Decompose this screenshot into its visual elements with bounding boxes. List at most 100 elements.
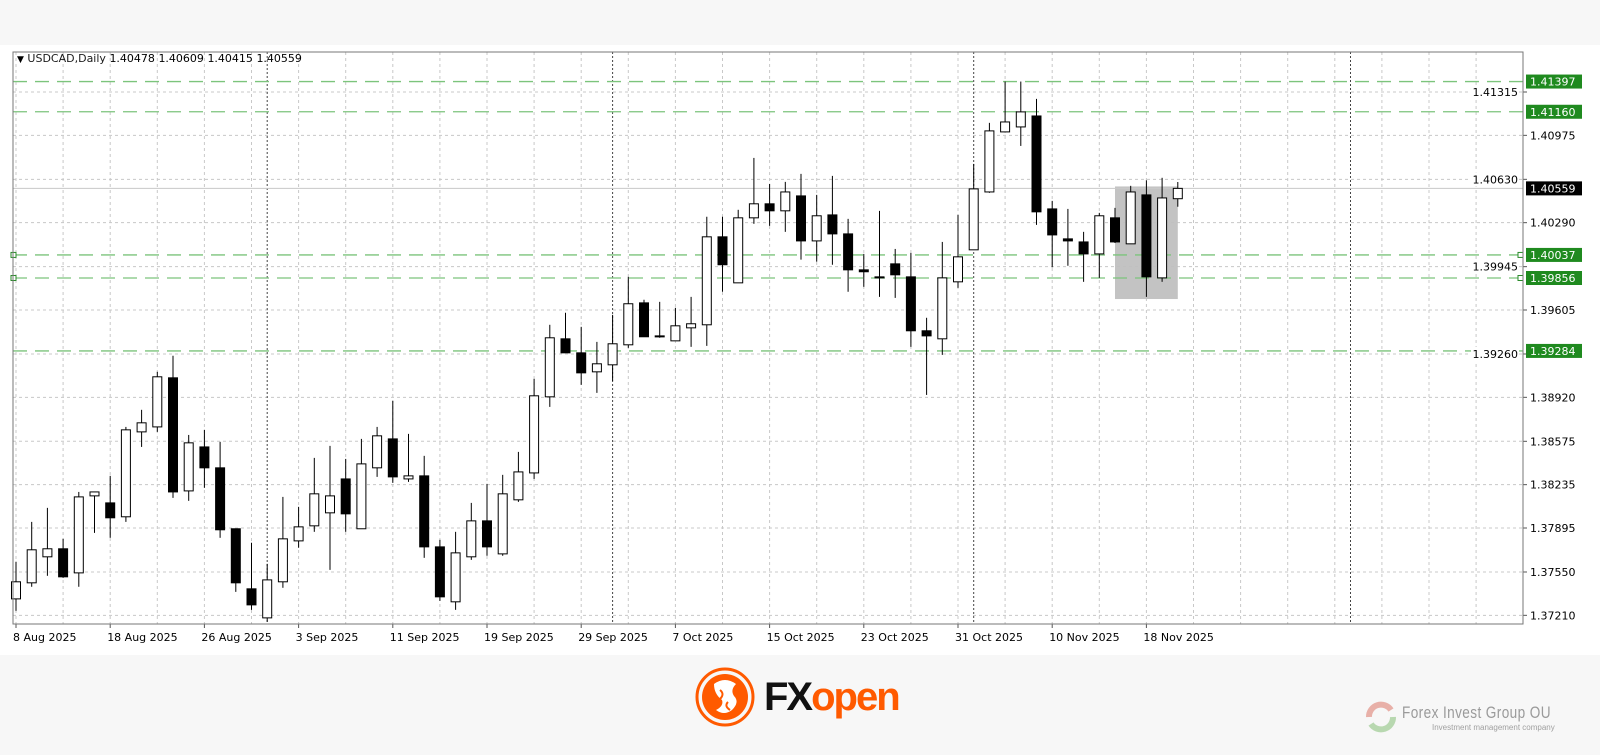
- y-tick-label-bg: [1471, 172, 1519, 187]
- bullish-candle-body: [450, 552, 461, 603]
- bullish-candle-body: [11, 581, 21, 600]
- bearish-candle-body: [890, 263, 901, 276]
- bullish-candle-body: [953, 256, 963, 283]
- candle: [984, 122, 995, 193]
- bullish-candle-body: [356, 463, 367, 530]
- bullish-candle-body: [183, 442, 194, 492]
- level-price-label: 1.39284: [1530, 345, 1576, 358]
- bullish-candle-body: [42, 548, 53, 558]
- candle: [858, 253, 869, 287]
- candle: [434, 539, 445, 601]
- candle: [230, 528, 241, 592]
- forex-invest-group-logo: Forex Invest Group OU Investment managem…: [1364, 700, 1588, 734]
- y-tick-label-bg: [1471, 259, 1519, 274]
- fxopen-wordmark: FXopen: [764, 674, 901, 719]
- triangle-down-icon[interactable]: ▼: [17, 55, 24, 65]
- bearish-candle-body: [654, 335, 665, 338]
- bullish-candle-body: [152, 376, 163, 428]
- bearish-candle-body: [215, 467, 226, 531]
- x-tick-label: 15 Oct 2025: [767, 631, 835, 644]
- candle: [1015, 81, 1026, 146]
- bullish-candle-body: [968, 188, 979, 251]
- ohlc-low: 1.40415: [207, 52, 253, 65]
- candle: [811, 194, 822, 262]
- level-price-tag: [1526, 247, 1582, 262]
- bearish-candle-body: [482, 520, 492, 548]
- bearish-candle-body: [560, 338, 571, 354]
- bullish-candle-body: [1157, 197, 1168, 279]
- bearish-candle-body: [1110, 217, 1120, 243]
- bearish-candle-body: [717, 236, 728, 266]
- candles: [11, 81, 1183, 622]
- current-price-label: 1.40559: [1530, 182, 1576, 195]
- candle: [466, 502, 477, 560]
- candle: [513, 451, 524, 502]
- candle: [387, 400, 398, 483]
- candle: [1125, 185, 1136, 245]
- candle: [482, 483, 492, 556]
- candle: [73, 491, 84, 587]
- bullish-candle-body: [136, 422, 147, 433]
- candle: [89, 491, 100, 533]
- candle: [277, 496, 288, 588]
- bearish-candle-body: [199, 446, 210, 469]
- level-price-label: 1.39856: [1530, 272, 1576, 285]
- y-tick-label: 1.40290: [1530, 217, 1576, 230]
- candle: [183, 434, 194, 501]
- y-tick-label: 1.37895: [1530, 522, 1576, 535]
- x-tick-label: 8 Aug 2025: [13, 631, 76, 644]
- candle: [497, 474, 508, 556]
- candle: [1094, 212, 1105, 278]
- plot-frame: [12, 51, 1524, 625]
- candle: [890, 248, 901, 298]
- candle: [293, 506, 304, 548]
- level-price-tag: [1526, 271, 1582, 286]
- chart-panel: [0, 45, 1600, 655]
- y-tick-label: 1.40975: [1530, 129, 1576, 142]
- candle: [591, 341, 602, 393]
- y-tick-label: 1.38920: [1530, 391, 1576, 404]
- bullish-candle-body: [277, 538, 288, 583]
- y-tick-label: 1.38235: [1530, 479, 1576, 492]
- fxopen-logo: FXopen: [694, 666, 901, 728]
- bullish-candle-body: [309, 493, 320, 527]
- candle: [733, 209, 744, 284]
- bearish-candle-body: [246, 588, 257, 606]
- x-tick-label: 3 Sep 2025: [296, 631, 359, 644]
- bearish-candle-body: [796, 195, 806, 242]
- candle: [686, 296, 697, 347]
- bullish-candle-body: [466, 520, 477, 558]
- level-price-tag: [1526, 104, 1582, 119]
- candle: [403, 433, 414, 482]
- bullish-candle-body: [937, 277, 948, 340]
- x-tick-label: 29 Sep 2025: [578, 631, 648, 644]
- candle: [105, 475, 116, 538]
- bullish-candle-body: [26, 549, 37, 584]
- bullish-candle-body: [544, 337, 555, 398]
- bearish-candle-body: [387, 438, 398, 478]
- price-labels: 1.41397 1.41160 1.40037 1.39856 1.39284 1.405…: [1526, 74, 1582, 358]
- bearish-candle-body: [434, 546, 445, 598]
- level-anchor-handle: [1517, 275, 1524, 282]
- bullish-candle-body: [120, 429, 131, 518]
- ohlc-high: 1.40609: [158, 52, 204, 65]
- bullish-candle-body: [670, 325, 681, 342]
- fig-tagline: Investment management company: [1432, 722, 1555, 732]
- y-tick-label: 1.37210: [1530, 609, 1576, 622]
- bullish-candle-body: [701, 236, 712, 326]
- candle: [199, 429, 210, 488]
- y-tick-label-bg: [1471, 346, 1519, 361]
- bullish-candle-body: [984, 130, 995, 193]
- ohlc-open: 1.40478: [109, 52, 155, 65]
- bullish-candle-body: [372, 435, 383, 469]
- candle: [968, 163, 979, 251]
- bearish-candle-body: [764, 203, 775, 212]
- candle: [843, 218, 854, 292]
- bullish-candle-body: [1094, 215, 1105, 255]
- bullish-candle-body: [325, 495, 335, 514]
- candle: [921, 317, 932, 395]
- bullish-candle-body: [591, 363, 602, 373]
- bullish-candle-body: [1015, 111, 1026, 128]
- x-tick-label: 23 Oct 2025: [861, 631, 929, 644]
